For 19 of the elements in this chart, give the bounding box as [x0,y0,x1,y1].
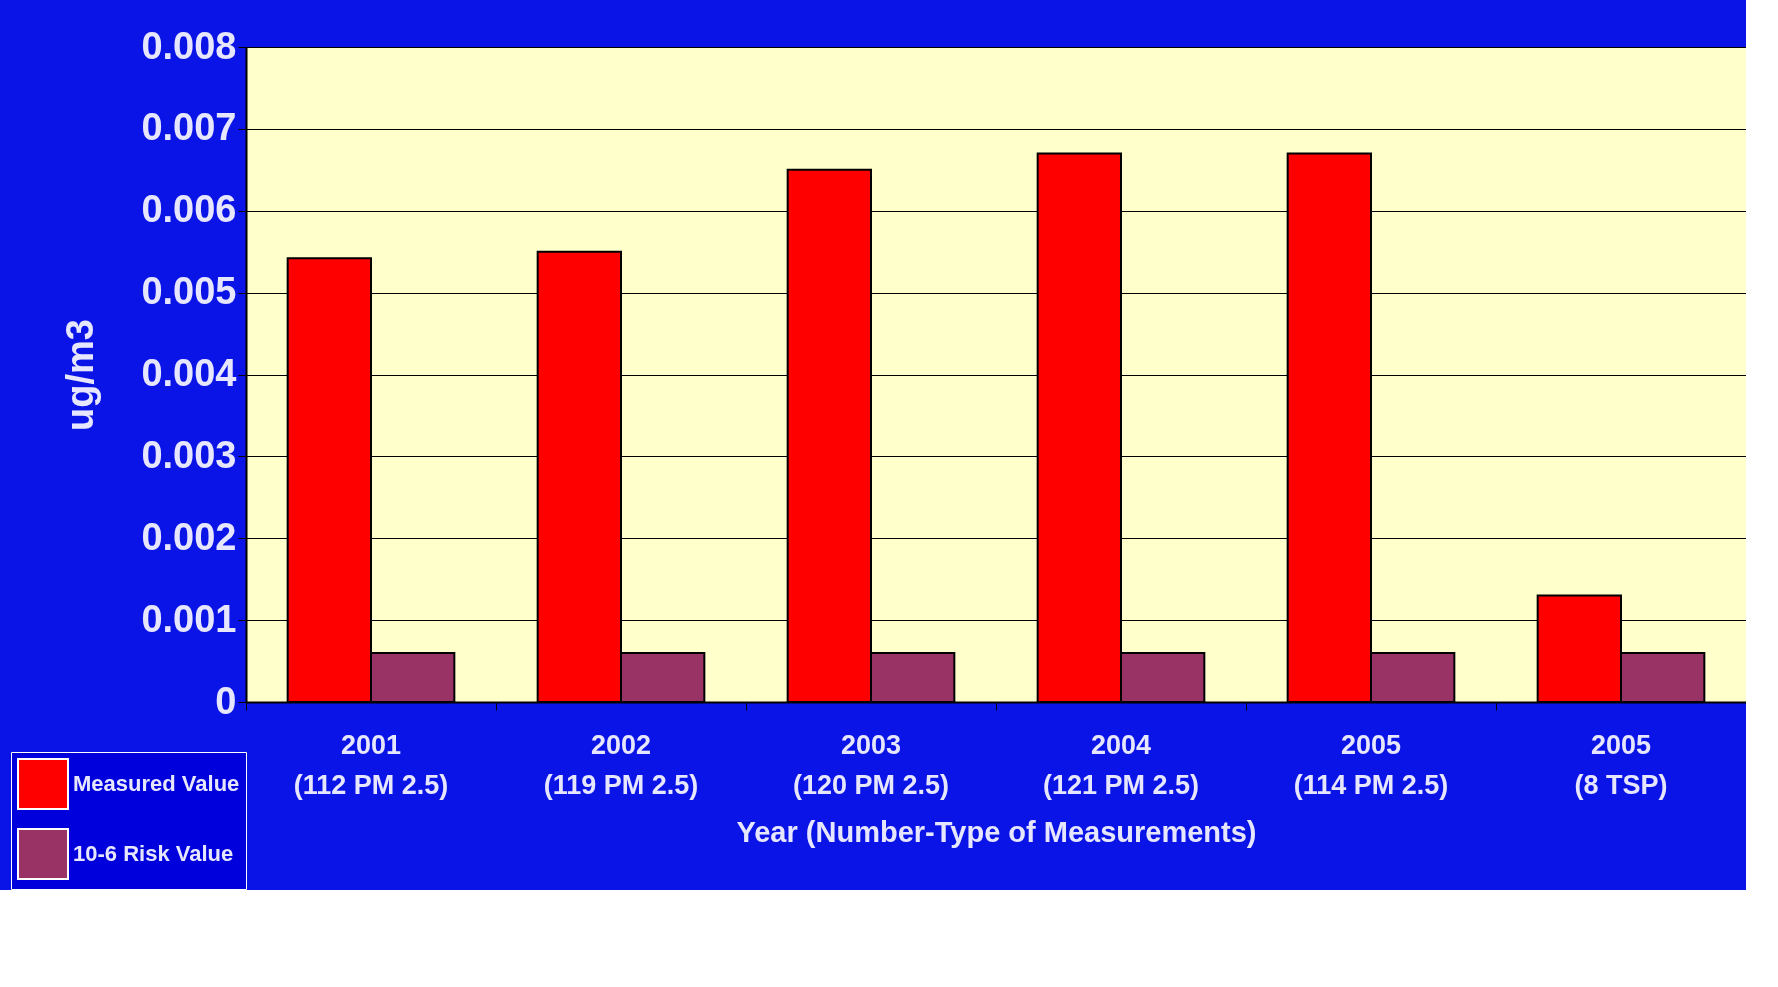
y-tick-label: 0 [215,679,237,722]
x-tick-label: 2001 (112 PM 2.5) [293,729,449,800]
legend-label: 10-6 Risk Value [73,841,234,866]
y-tick-label: 0.005 [141,270,237,313]
x-axis-title: Year (Number-Type of Measurements) [736,815,1257,848]
y-tick-label: 0.004 [141,352,237,394]
y-axis-title: ug/m3 [59,319,102,431]
y-tick-label: 0.001 [141,597,237,640]
x-tick-label: 2004 (121 PM 2.5) [1042,729,1200,800]
x-tick-label: 2003 (120 PM 2.5) [792,729,950,800]
y-tick-label: 0.002 [141,515,237,558]
x-tick-label: 2002 (119 PM 2.5) [543,729,699,800]
y-tick-label: 0.007 [141,106,237,149]
x-tick-label: 2005 (8 TSP) [1574,729,1668,800]
legend-label: Measured Value [73,771,240,796]
y-tick-label: 0.003 [141,433,237,476]
y-tick-label: 0.008 [141,24,237,67]
y-tick-label: 0.006 [141,188,237,231]
x-tick-label: 2005 (114 PM 2.5) [1293,729,1449,800]
